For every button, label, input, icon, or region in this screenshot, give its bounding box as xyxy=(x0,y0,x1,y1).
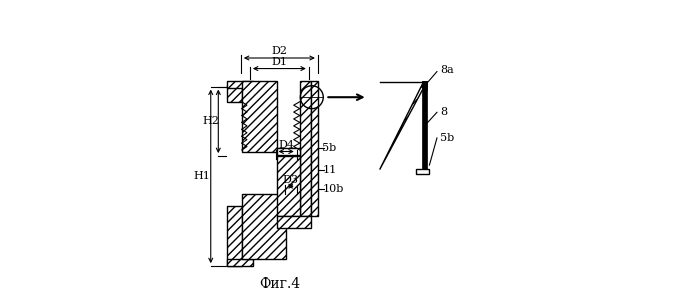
Bar xyxy=(277,216,311,228)
Bar xyxy=(242,194,286,258)
Bar xyxy=(227,81,253,88)
Bar xyxy=(416,169,429,174)
Bar xyxy=(227,258,253,266)
Text: 11: 11 xyxy=(322,165,337,175)
Bar xyxy=(242,81,277,152)
Bar xyxy=(227,206,242,266)
Text: 10b: 10b xyxy=(322,184,344,194)
Text: Фиг.4: Фиг.4 xyxy=(259,277,301,291)
Text: 8a: 8a xyxy=(440,65,454,75)
Bar xyxy=(277,148,300,155)
Bar xyxy=(227,85,242,102)
Text: 8: 8 xyxy=(440,107,447,117)
Text: 5b: 5b xyxy=(440,133,454,143)
Text: H2: H2 xyxy=(202,116,219,126)
Text: D2: D2 xyxy=(271,46,287,56)
Bar xyxy=(277,156,300,216)
Bar xyxy=(311,81,318,216)
Text: D3: D3 xyxy=(282,175,298,185)
Text: H1: H1 xyxy=(194,171,211,181)
Text: 5b: 5b xyxy=(322,144,337,154)
Polygon shape xyxy=(380,82,424,170)
Bar xyxy=(300,81,311,216)
Text: D4: D4 xyxy=(278,140,294,150)
Bar xyxy=(422,81,427,90)
Bar xyxy=(422,81,427,171)
Text: D1: D1 xyxy=(271,57,287,67)
